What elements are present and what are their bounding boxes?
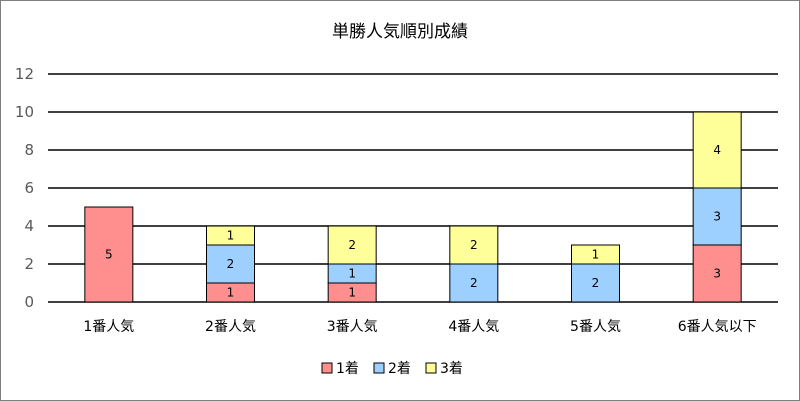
x-category-label: 1番人気 (83, 319, 134, 335)
data-label: 2 (592, 276, 600, 290)
y-tick-label: 10 (15, 103, 34, 121)
data-label: 3 (713, 210, 721, 224)
y-tick-label: 12 (15, 65, 34, 83)
legend-swatch (321, 362, 333, 374)
legend-swatch (425, 362, 437, 374)
y-axis-ticks: 0 2 4 6 8 10 12 (15, 65, 34, 311)
data-label: 4 (713, 143, 721, 157)
bar-segment (571, 263, 620, 303)
bar-segment (692, 187, 742, 246)
data-label: 1 (227, 229, 235, 243)
bar-segment (84, 206, 134, 303)
legend: 1着 2着 3着 (321, 361, 463, 377)
legend-swatch (373, 362, 385, 374)
legend-label: 2着 (388, 361, 411, 377)
bar-segment (449, 225, 499, 265)
x-axis-categories: 1番人気 2番人気 3番人気 4番人気 5番人気 6番人気以下 (83, 319, 756, 335)
data-label: 2 (470, 238, 478, 252)
bar-segment (449, 263, 499, 303)
y-tick-label: 2 (24, 255, 34, 273)
x-category-label: 2番人気 (205, 319, 256, 335)
bar-segment (327, 225, 377, 265)
y-tick-label: 0 (24, 293, 34, 311)
data-label: 1 (227, 286, 235, 300)
data-label: 1 (592, 248, 600, 262)
data-label: 2 (470, 276, 478, 290)
data-label: 2 (348, 238, 356, 252)
bars: 5 1 2 1 1 1 2 2 2 2 1 3 3 4 (84, 111, 742, 303)
data-label: 3 (713, 267, 721, 281)
data-label: 5 (105, 248, 113, 262)
legend-label: 1着 (336, 361, 359, 377)
x-category-label: 4番人気 (448, 319, 499, 335)
x-category-label: 6番人気以下 (678, 319, 757, 335)
x-category-label: 3番人気 (327, 319, 378, 335)
y-tick-label: 4 (24, 217, 34, 235)
gridlines (48, 73, 778, 303)
chart-title: 単勝人気順別成績 (332, 22, 468, 42)
y-tick-label: 6 (24, 179, 34, 197)
x-category-label: 5番人気 (570, 319, 621, 335)
data-label: 2 (227, 257, 235, 271)
bar-segment (206, 244, 255, 284)
data-label: 1 (348, 286, 356, 300)
y-tick-label: 8 (24, 141, 34, 159)
legend-label: 3着 (440, 361, 463, 377)
data-label: 1 (348, 267, 356, 281)
bar-segment (206, 225, 255, 246)
bar-segment (571, 244, 620, 265)
bar-segment (692, 111, 742, 189)
